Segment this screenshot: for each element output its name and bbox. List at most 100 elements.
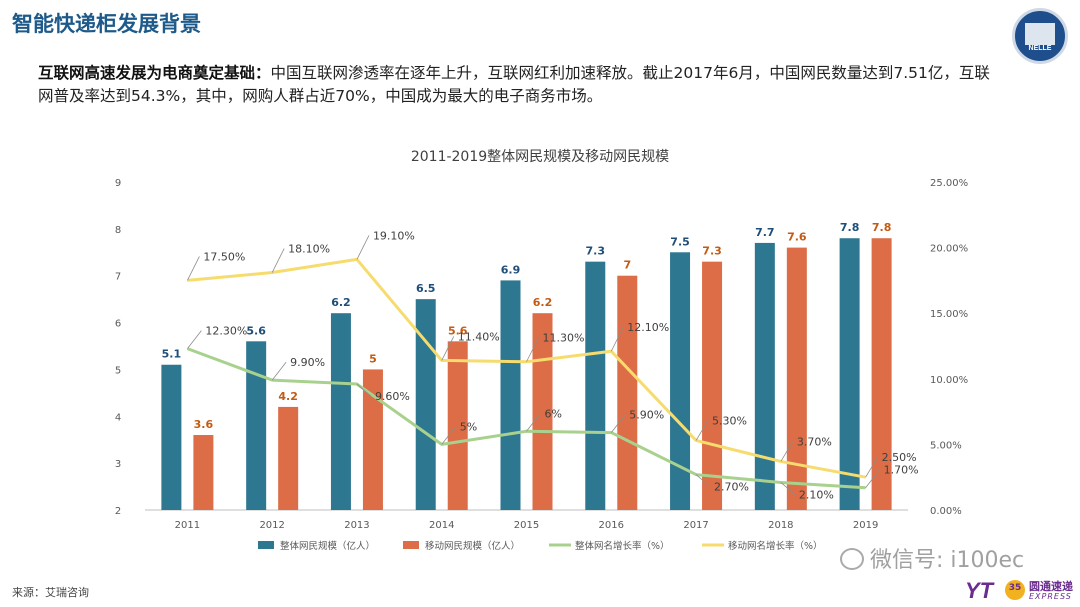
bar-mobile [617, 275, 638, 510]
leader-line [187, 256, 200, 281]
bar-total [585, 261, 606, 510]
leader-line [695, 474, 711, 487]
legend-swatch [403, 541, 419, 549]
line-mobile-growth-label: 17.50% [203, 250, 245, 263]
page-title: 智能快递柜发展背景 [12, 12, 201, 36]
y-right-tick-label: 10.00% [930, 375, 968, 386]
yto-name-cn: 圆通速递 [1029, 580, 1073, 593]
bar-total-label: 7.3 [586, 245, 606, 258]
bar-mobile [871, 238, 892, 510]
leader-line [865, 469, 880, 488]
bar-total-label: 7.8 [840, 221, 860, 234]
bar-mobile-label: 7.8 [872, 221, 892, 234]
building-icon [1025, 23, 1055, 45]
y-right-tick-label: 15.00% [930, 309, 968, 320]
y-right-tick-label: 20.00% [930, 244, 968, 255]
yto-mark: YT [965, 578, 994, 603]
y-left-tick-label: 6 [115, 319, 121, 330]
bar-total-label: 5.1 [162, 348, 182, 361]
leader-line [865, 456, 878, 478]
institution-logo: NELLE [1012, 8, 1068, 64]
line-mobile-growth-label: 19.10% [373, 229, 415, 242]
leader-line [356, 235, 370, 260]
x-tick-label: 2012 [259, 520, 284, 531]
chart: 2011-2019整体网民规模及移动网民规模 2 3 4 5 6 7 8 9 0.00% 5.00… [115, 149, 968, 552]
bar-mobile [786, 247, 807, 510]
bar-mobile [447, 341, 468, 510]
bar-total [330, 313, 351, 510]
x-tick-label: 2015 [514, 520, 539, 531]
bar-total-label: 6.2 [331, 296, 351, 309]
x-tick-label: 2013 [344, 520, 369, 531]
leader-line [526, 413, 541, 432]
line-mobile-growth-label: 5.30% [712, 414, 747, 427]
bar-total [246, 341, 267, 510]
source-note: 来源：艾瑞咨询 [12, 586, 89, 599]
leader-line [271, 248, 285, 273]
bar-mobile-label: 4.2 [278, 390, 298, 403]
yto-name-en: EXPRESS [1029, 592, 1072, 601]
line-mobile-growth-label: 2.50% [882, 451, 917, 464]
chart-title: 2011-2019整体网民规模及移动网民规模 [411, 149, 669, 165]
y-left-tick-label: 3 [115, 459, 121, 470]
y-left-tick-label: 8 [115, 225, 121, 236]
bar-total-label: 6.5 [416, 282, 436, 295]
leader-line [441, 426, 457, 445]
wechat-icon [840, 548, 864, 570]
bar-total [839, 238, 860, 510]
leader-line [187, 330, 202, 349]
bar-total [161, 364, 182, 510]
bar-mobile-label: 7 [623, 259, 631, 272]
leader-line [526, 337, 539, 362]
bar-total [415, 299, 436, 510]
leader-line [780, 482, 796, 495]
bar-mobile-label: 7.6 [787, 231, 807, 244]
bar-mobile [532, 313, 553, 510]
y-right-tick-label: 25.00% [930, 178, 968, 189]
leader-line [441, 336, 455, 361]
line-total-growth-label: 5.90% [629, 409, 664, 422]
y-left-tick-label: 5 [115, 365, 121, 376]
line-mobile-growth [187, 257, 866, 479]
line-total-growth-label: 5% [460, 420, 477, 433]
legend-label: 移动网名增长率（%） [728, 540, 823, 552]
line-mobile-growth-label: 3.70% [797, 435, 832, 448]
bar-mobile-label: 3.6 [194, 418, 214, 431]
leader-line [610, 327, 624, 352]
intro-text: 中国互联网渗透率在逐年上升，互联网红利加速释放。截止2017年6月，中国网民数量… [38, 64, 990, 105]
line-mobile-growth-label: 11.40% [458, 330, 500, 343]
line-total-growth-label: 2.70% [714, 481, 749, 494]
bar-mobile [193, 435, 214, 510]
x-tick-label: 2017 [683, 520, 708, 531]
bar-mobile-label: 6.2 [533, 296, 553, 309]
bar-total [670, 252, 691, 510]
line-total-growth-label: 1.70% [884, 464, 919, 477]
line-total-growth-label: 9.60% [375, 390, 410, 403]
line-mobile-growth-label: 12.10% [627, 321, 669, 334]
bar-total [500, 280, 521, 510]
leader-line [610, 414, 626, 433]
bar-total-label: 5.6 [246, 324, 266, 337]
logo-text: NELLE [1028, 45, 1052, 52]
line-mobile-growth-label: 18.10% [288, 243, 330, 256]
y-right-tick-label: 5.00% [930, 440, 962, 451]
bar-mobile [362, 369, 383, 510]
leader-line [271, 361, 287, 381]
legend-swatch [258, 541, 274, 549]
yto-badge: 35 [1005, 580, 1025, 600]
bar-total [754, 242, 775, 510]
bar-total-label: 7.7 [755, 226, 775, 239]
bar-mobile [278, 406, 299, 510]
leader-line [780, 441, 794, 462]
y-left-tick-label: 9 [115, 178, 121, 189]
y-left-tick-label: 2 [115, 506, 121, 517]
legend-label: 整体网名增长率（%） [575, 540, 670, 552]
y-right-tick-label: 0.00% [930, 506, 962, 517]
bar-mobile-label: 7.3 [702, 245, 722, 258]
x-tick-label: 2016 [599, 520, 624, 531]
bar-total-label: 7.5 [670, 235, 690, 248]
line-total-growth-label: 12.30% [205, 325, 247, 338]
line-total-growth-label: 9.90% [290, 356, 325, 369]
bar-total-label: 6.9 [501, 263, 521, 276]
x-tick-label: 2018 [768, 520, 793, 531]
